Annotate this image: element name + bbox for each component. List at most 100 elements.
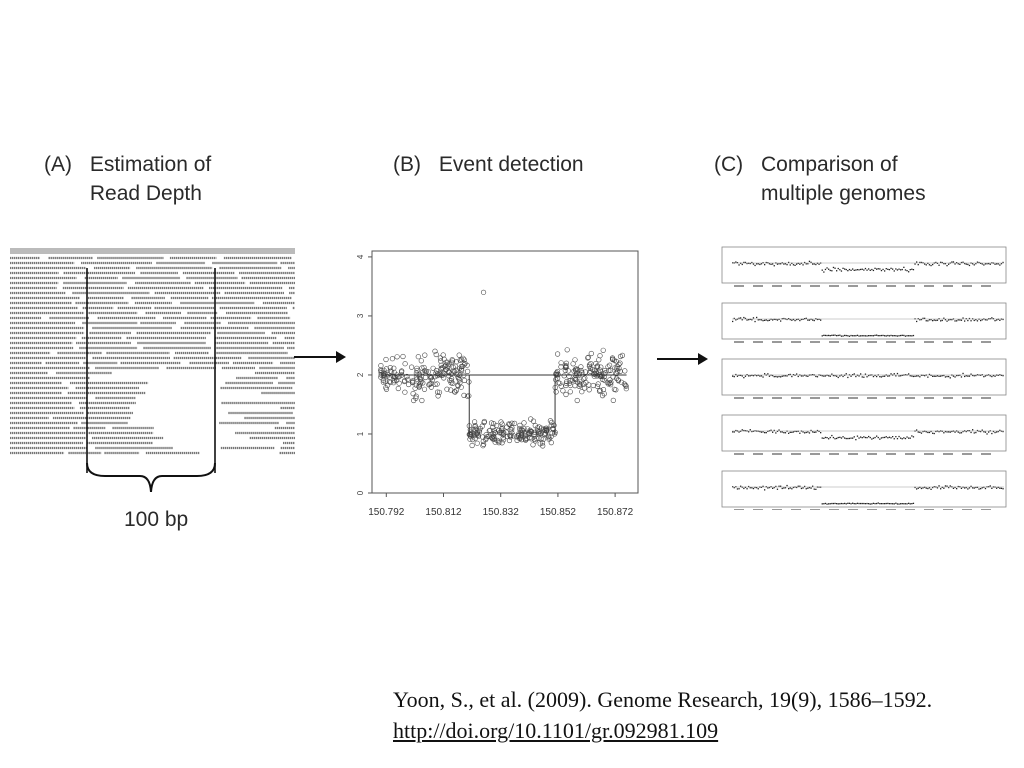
track-point bbox=[860, 502, 862, 505]
data-point bbox=[538, 425, 544, 431]
track-point bbox=[978, 261, 980, 264]
data-point bbox=[480, 289, 487, 295]
track-point bbox=[922, 317, 924, 319]
track-point bbox=[836, 270, 838, 272]
track-point bbox=[831, 334, 833, 336]
track-point bbox=[861, 268, 863, 270]
data-point bbox=[561, 373, 567, 379]
data-point bbox=[421, 364, 427, 371]
panel-a-line2: Read Depth bbox=[89, 182, 202, 205]
track-point bbox=[964, 320, 966, 322]
track-point bbox=[957, 374, 959, 377]
track-point bbox=[898, 375, 900, 377]
track-point bbox=[874, 436, 876, 439]
track-tick-label bbox=[810, 509, 820, 510]
track-point bbox=[983, 376, 985, 378]
track-point bbox=[994, 320, 996, 322]
track-point bbox=[759, 263, 761, 266]
track-tick-label bbox=[886, 341, 896, 343]
track-point bbox=[848, 502, 851, 504]
track-point bbox=[773, 486, 775, 489]
data-point bbox=[432, 381, 438, 387]
data-point bbox=[496, 438, 502, 444]
track-point bbox=[847, 376, 849, 379]
track-point bbox=[786, 318, 788, 321]
track-point bbox=[892, 436, 894, 438]
track-tick-label bbox=[829, 341, 839, 343]
track-point bbox=[797, 485, 799, 487]
track-point bbox=[869, 503, 871, 505]
track-point bbox=[960, 487, 963, 489]
track-point bbox=[994, 375, 996, 377]
track-point bbox=[874, 334, 876, 336]
track-point bbox=[765, 319, 767, 321]
track-point bbox=[778, 485, 780, 487]
track-point bbox=[968, 487, 971, 489]
track-point bbox=[893, 270, 895, 272]
genome-track bbox=[721, 414, 1007, 455]
track-point bbox=[909, 503, 911, 505]
track-point bbox=[804, 318, 806, 320]
track-point bbox=[743, 487, 745, 490]
panel-a-title: (A) Estimation of Read Depth bbox=[44, 150, 211, 208]
track-point bbox=[778, 263, 780, 265]
data-point bbox=[455, 383, 461, 389]
track-point bbox=[852, 335, 854, 337]
track-point bbox=[759, 430, 761, 433]
track-point bbox=[941, 486, 943, 488]
track-point bbox=[820, 432, 822, 434]
track-point bbox=[997, 374, 999, 376]
track-tick-label bbox=[848, 397, 858, 399]
data-point bbox=[501, 437, 507, 443]
data-point bbox=[427, 375, 434, 381]
track-point bbox=[932, 320, 934, 322]
data-point bbox=[607, 362, 613, 368]
track-point bbox=[956, 262, 958, 264]
track-tick-label bbox=[753, 453, 763, 455]
data-point bbox=[541, 431, 547, 437]
track-point bbox=[928, 431, 931, 434]
citation-doi-link[interactable]: http://doi.org/10.1101/gr.092981.109 bbox=[393, 718, 719, 743]
data-point bbox=[522, 433, 528, 439]
data-point bbox=[386, 379, 392, 385]
track-point bbox=[836, 335, 838, 337]
genome-track bbox=[721, 246, 1007, 287]
data-point bbox=[574, 397, 580, 404]
track-point bbox=[972, 429, 974, 431]
track-point bbox=[887, 502, 889, 505]
track-point bbox=[749, 318, 751, 320]
track-point bbox=[794, 319, 796, 322]
track-point bbox=[999, 319, 1001, 321]
data-point bbox=[507, 434, 514, 440]
track-tick-label bbox=[772, 453, 782, 455]
track-point bbox=[986, 433, 988, 435]
track-point bbox=[946, 375, 948, 378]
data-point bbox=[574, 379, 580, 385]
track-point bbox=[834, 267, 836, 269]
track-point bbox=[756, 263, 758, 265]
track-point bbox=[880, 437, 883, 439]
data-point bbox=[511, 433, 517, 439]
track-point bbox=[949, 485, 951, 487]
track-point bbox=[911, 375, 913, 377]
track-point bbox=[880, 503, 883, 505]
track-point bbox=[943, 374, 945, 377]
track-point bbox=[840, 270, 843, 272]
track-point bbox=[920, 487, 923, 490]
data-point bbox=[472, 435, 478, 441]
track-point bbox=[863, 335, 865, 337]
track-tick-label bbox=[867, 453, 877, 455]
track-tick-label bbox=[848, 453, 858, 455]
track-point bbox=[858, 335, 860, 337]
track-point bbox=[941, 430, 943, 432]
track-point bbox=[868, 335, 870, 337]
data-point bbox=[499, 440, 505, 446]
track-point bbox=[914, 486, 916, 489]
track-point bbox=[904, 335, 907, 337]
track-point bbox=[853, 335, 855, 337]
track-point bbox=[805, 317, 807, 319]
track-point bbox=[893, 438, 895, 440]
data-point bbox=[414, 376, 420, 382]
data-point bbox=[535, 429, 541, 435]
track-point bbox=[844, 268, 846, 270]
